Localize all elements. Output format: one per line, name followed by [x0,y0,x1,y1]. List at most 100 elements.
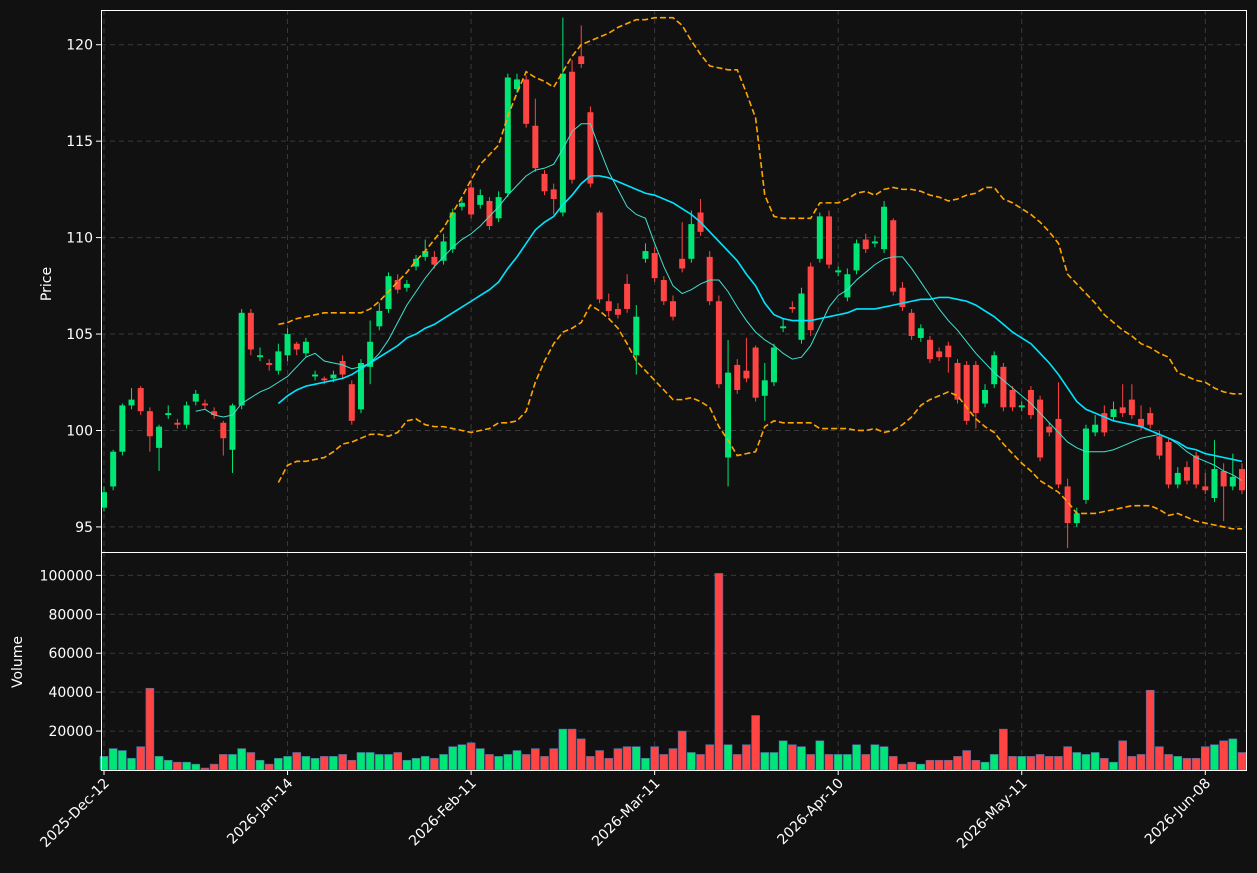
volume-bar [448,746,458,771]
candle-body [853,243,860,271]
volume-bar [237,748,246,771]
volume-bar [641,758,650,771]
candle-body [238,312,245,406]
volume-bar [659,754,669,771]
volume-bar [861,754,871,771]
candle-body [1220,470,1227,487]
candle-body [495,197,502,219]
volume-bar [531,748,540,771]
volume-bar [182,761,191,771]
candle-body [321,378,328,381]
candle-body [541,173,548,192]
candle-body [596,212,603,300]
candle-body [1128,399,1135,416]
volume-bar [714,573,724,771]
candle-body [651,253,658,279]
y-tick-label: 95 [75,520,93,536]
volume-bar [1155,746,1164,771]
volume-bar [833,754,843,771]
candle-body [963,364,970,421]
candle-body [926,339,933,360]
y-tick-label: 105 [66,327,93,343]
candle-body [146,411,153,437]
volume-bar [916,763,926,771]
volume-bar [622,746,632,771]
volume-bar [1035,754,1045,771]
volume-bar [953,756,962,771]
candle-body [954,362,961,400]
candle-body [715,301,722,385]
y-tick-label: 115 [66,134,93,150]
volume-bar [989,754,999,771]
candle-body [101,492,107,508]
candle-body [293,343,300,350]
candle-body [1092,424,1099,433]
candle-body [229,405,236,450]
volume-bar [310,758,320,771]
y-tick-label: 100 [66,423,93,439]
volume-bar [778,740,788,771]
volume-bar [723,744,733,771]
volume-bar [136,746,146,771]
volume-bar [705,744,715,771]
candle-body [201,403,208,406]
volume-bar [1173,756,1183,771]
volume-bar [1008,756,1017,771]
volume-bar [934,759,944,771]
candle-body [1183,467,1190,481]
volume-bar [788,744,797,771]
volume-bar [154,756,164,771]
candle-body [266,362,273,365]
volume-bar [1109,761,1118,771]
volume-bar [1026,756,1036,771]
volume-bar [668,748,678,771]
volume-bar [283,756,292,771]
candle-body [780,326,787,329]
candle-body [523,79,530,124]
volume-bar [127,758,136,771]
candle-body [789,307,796,309]
candle-body [477,195,484,205]
candle-body [440,241,447,261]
volume-panel-frame [101,552,1247,771]
volume-bar [521,754,531,771]
volume-bar [870,744,880,771]
volume-bar [1164,754,1173,771]
volume-bar [365,752,375,771]
candle-body [128,399,135,406]
candle-body [486,200,493,227]
volume-bar [1200,746,1210,771]
candle-body [633,316,640,356]
candle-body [670,301,676,317]
volume-bar [1054,756,1063,771]
volume-bar [338,754,347,771]
candle-body [513,79,520,90]
candle-body [211,411,218,416]
candle-body [413,258,420,267]
candle-body [192,393,199,402]
volume-bar [457,744,467,771]
volume-bar [191,763,201,771]
candle-body [770,347,777,383]
volume-bar [319,756,329,771]
volume-bar [944,759,953,771]
volume-bar [411,758,421,771]
candle-body [614,308,621,315]
candle-body [862,239,869,250]
overlay-line [278,16,1242,395]
volume-bar [1127,756,1137,771]
volume-bar [475,748,485,771]
volume-bar [274,758,283,771]
candle-body [734,364,741,390]
volume-bar [329,756,338,771]
volume-bar [1219,740,1228,771]
overlay-line [277,303,1242,530]
volume-bar [558,728,568,771]
candle-body [1073,513,1080,524]
volume-bar [1118,740,1127,771]
candle-body [284,334,291,356]
candle-body [1202,486,1209,491]
volume-bar [485,754,494,771]
volume-bar [1072,752,1082,771]
